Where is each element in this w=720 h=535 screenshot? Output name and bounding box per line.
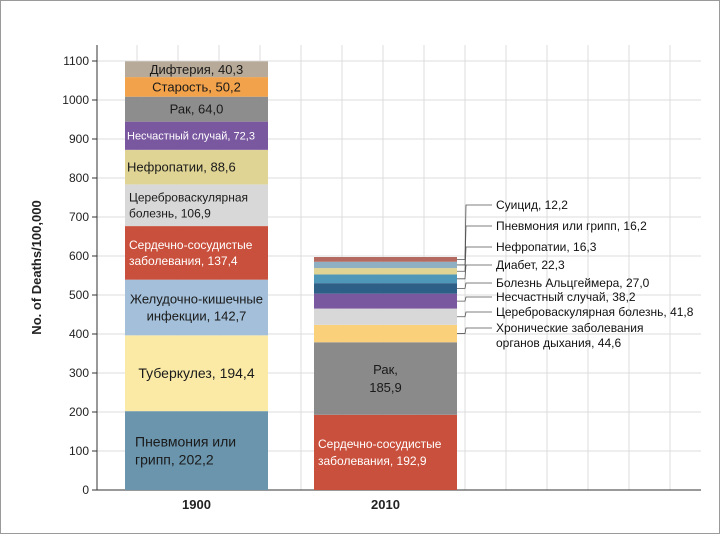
callout-leader-line [457,327,492,334]
callout-label: Хронические заболевания органов дыхания, … [496,321,643,350]
bar-segment [314,414,457,490]
callout-label: Несчастный случай, 38,2 [496,290,636,304]
y-tick-label: 100 [69,444,89,458]
bar-segment [125,96,268,122]
y-tick-label: 600 [69,249,89,263]
data-label: Цереброваскулярная болезнь, 106,9 [129,190,248,220]
data-label: Пневмония или грипп, 202,2 [135,433,236,467]
bar-segment [125,149,268,185]
bar-segment [125,226,268,280]
data-label: Рак, 64,0 [170,102,224,117]
y-tick-label: 1100 [63,54,89,68]
y-tick-label: 200 [69,405,89,419]
bar-segment [314,293,457,309]
callout-leader-line [457,311,492,318]
callout-label: Нефропатии, 16,3 [496,240,597,254]
y-tick-label: 900 [69,132,89,146]
data-label: Сердечно-сосудистые заболевания, 192,9 [318,437,442,468]
y-tick-label: 800 [69,171,89,185]
y-axis-label: No. of Deaths/100,000 [29,200,44,334]
y-tick-label: 1000 [62,93,89,107]
callout-leader-line [457,264,492,280]
bar-segment [125,335,268,412]
bar-segment [314,283,457,294]
y-tick-label: 0 [82,483,89,497]
bar-segment [314,342,457,415]
bar-segment [314,268,457,275]
data-label: Старость, 50,2 [152,79,241,94]
data-label: Дифтерия, 40,3 [150,62,244,77]
y-tick-label: 700 [69,210,89,224]
bar-segment [125,61,268,78]
data-label: Несчастный случай, 72,3 [127,131,255,143]
callout-label: Суицид, 12,2 [496,198,568,212]
bar-segment [125,184,268,227]
bar-segment [314,324,457,343]
x-tick-label: 2010 [371,497,400,512]
x-tick-label: 1900 [182,497,211,512]
callout-label: Пневмония или грипп, 16,2 [496,219,647,233]
y-tick-label: 400 [69,327,89,341]
data-label: Желудочно-кишечные инфекции, 142,7 [130,292,263,324]
bar-segment [125,279,268,336]
callout-leader-line [457,282,492,289]
y-tick-label: 500 [69,288,89,302]
data-label: Рак, 185,9 [369,362,402,395]
data-label: Туберкулез, 194,4 [138,365,254,381]
bar-segment [314,308,457,325]
callout-label: Цереброваскулярная болезнь, 41,8 [496,305,694,319]
data-label: Сердечно-сосудистые заболевания, 137,4 [129,238,253,268]
bar-segment [125,77,268,97]
callout-leader-line [457,225,492,266]
callout-leader-line [457,296,492,302]
bar-segment [314,261,457,269]
bar-segment [314,257,457,262]
y-tick-label: 300 [69,366,89,380]
bar-segment [125,411,268,490]
bar-segment [314,274,457,284]
callout-leader-line [457,246,492,272]
callout-label: Диабет, 22,3 [496,258,565,272]
bar-segment [125,121,268,150]
callout-label: Болезнь Альцгеймера, 27,0 [496,276,650,290]
data-label: Нефропатии, 88,6 [127,160,236,175]
